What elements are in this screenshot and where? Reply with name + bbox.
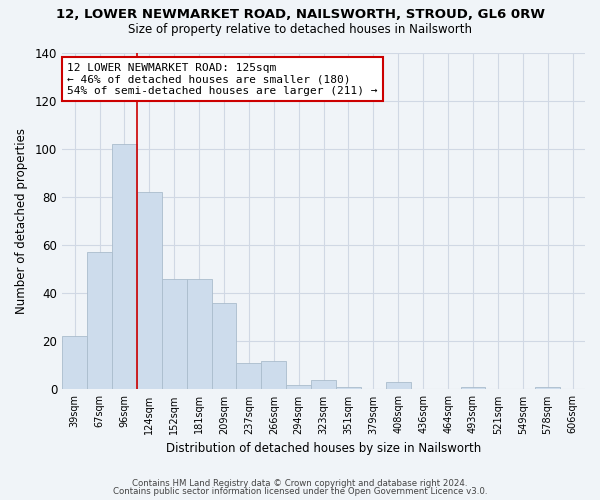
Y-axis label: Number of detached properties: Number of detached properties bbox=[15, 128, 28, 314]
Bar bbox=[461, 387, 485, 390]
Bar bbox=[262, 360, 286, 390]
Bar bbox=[212, 303, 236, 390]
Text: 12 LOWER NEWMARKET ROAD: 125sqm
← 46% of detached houses are smaller (180)
54% o: 12 LOWER NEWMARKET ROAD: 125sqm ← 46% of… bbox=[67, 62, 378, 96]
X-axis label: Distribution of detached houses by size in Nailsworth: Distribution of detached houses by size … bbox=[166, 442, 481, 455]
Text: Contains HM Land Registry data © Crown copyright and database right 2024.: Contains HM Land Registry data © Crown c… bbox=[132, 478, 468, 488]
Bar bbox=[62, 336, 87, 390]
Bar bbox=[137, 192, 162, 390]
Bar bbox=[187, 278, 212, 390]
Bar bbox=[336, 387, 361, 390]
Bar bbox=[162, 278, 187, 390]
Bar bbox=[112, 144, 137, 390]
Bar bbox=[535, 387, 560, 390]
Text: Size of property relative to detached houses in Nailsworth: Size of property relative to detached ho… bbox=[128, 22, 472, 36]
Bar bbox=[311, 380, 336, 390]
Text: Contains public sector information licensed under the Open Government Licence v3: Contains public sector information licen… bbox=[113, 487, 487, 496]
Bar bbox=[236, 363, 262, 390]
Bar bbox=[386, 382, 411, 390]
Text: 12, LOWER NEWMARKET ROAD, NAILSWORTH, STROUD, GL6 0RW: 12, LOWER NEWMARKET ROAD, NAILSWORTH, ST… bbox=[56, 8, 545, 20]
Bar bbox=[286, 384, 311, 390]
Bar bbox=[87, 252, 112, 390]
